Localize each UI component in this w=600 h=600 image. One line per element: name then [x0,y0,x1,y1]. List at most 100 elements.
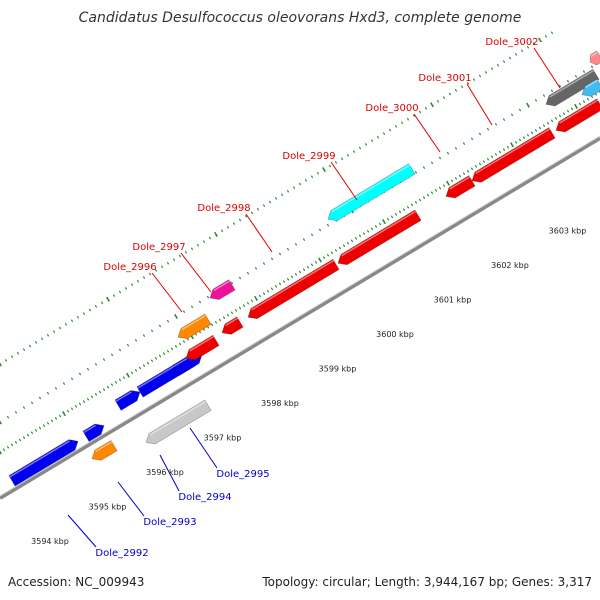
minor-tick [234,309,238,312]
gene-features [8,50,600,487]
minor-tick [280,193,284,197]
minor-tick [550,31,554,35]
minor-tick [118,290,122,294]
minor-tick [376,135,380,139]
minor-tick [46,333,50,337]
minor-tick [518,108,522,112]
minor-tick [28,344,32,348]
minor-tick [350,239,354,243]
minor-tick [554,117,558,120]
minor-tick [270,287,274,291]
minor-tick [502,118,506,121]
minor-tick [256,207,260,211]
minor-tick [454,147,458,150]
major-tick [0,420,2,425]
minor-tick [190,247,194,251]
minor-tick [304,179,308,182]
minor-tick [30,431,34,435]
gene-label-leader [189,427,218,469]
minor-tick [460,85,464,89]
gene-arrow-shine [95,441,113,452]
minor-tick [436,99,440,103]
minor-tick [294,243,298,246]
scale-label: 3602 kbp [491,261,529,270]
gene-arrow-body [555,98,600,133]
gene-arrow-shine [585,79,599,88]
major-tick [214,231,218,237]
map-title: Candidatus Desulfococcus oleovorans Hxd3… [79,10,522,26]
minor-tick [46,391,50,395]
minor-tick [78,402,82,406]
scale-label: 3598 kbp [261,399,299,408]
minor-tick [310,263,314,267]
minor-tick [422,166,426,169]
gene-arrow-shine [590,51,599,57]
minor-tick [306,265,310,269]
minor-tick [410,203,414,207]
minor-tick [190,305,194,309]
gene-arrow-body [185,334,220,361]
minor-tick [486,157,490,161]
minor-tick [298,182,302,186]
minor-tick [498,150,502,154]
scale-label: 3601 kbp [434,296,472,305]
minor-tick [46,421,50,425]
gene-arrow [445,175,476,199]
minor-tick [394,213,398,216]
minor-tick [450,179,454,183]
minor-tick [202,328,206,331]
minor-tick [130,371,134,375]
minor-tick [326,223,330,227]
gene-label-leader [466,83,493,126]
minor-tick [386,217,390,221]
minor-tick [310,175,314,179]
minor-tick [346,153,350,157]
gene-label-leader [330,161,358,201]
minor-tick [268,200,272,204]
major-tick [526,102,530,108]
minor-tick [232,222,236,225]
gene-arrow-shine [341,210,417,257]
major-tick [174,313,178,319]
gene-arrow [337,209,422,266]
gene-label-bottom: Dole_2995 [216,469,269,480]
gene-label-leader [117,481,145,517]
minor-tick [590,95,594,99]
minor-tick [526,133,530,137]
minor-tick [326,253,330,257]
minor-tick [34,429,38,432]
minor-tick [302,268,306,271]
minor-tick [162,352,166,355]
major-tick [538,37,542,43]
minor-tick [546,121,550,125]
minor-tick [418,198,422,202]
gene-label-leader [533,47,561,89]
minor-tick [126,343,130,347]
accession-label: Accession: NC_009943 [8,575,144,589]
gene-arrow-body [327,163,416,222]
gene-arrow-shine [225,317,239,326]
minor-tick [522,136,526,139]
minor-tick [470,137,474,141]
minor-tick [334,249,338,252]
minor-tick [82,400,86,403]
minor-tick [278,252,282,256]
gene-label-leader [180,252,212,293]
minor-tick [414,201,418,204]
gene-arrow-shine [115,391,133,402]
minor-tick [76,315,80,319]
gene-arrow [8,439,79,487]
minor-tick [302,238,306,241]
minor-tick [142,334,146,337]
minor-tick [86,367,90,371]
minor-tick [220,229,224,233]
gene-arrow-shine [83,424,97,434]
minor-tick [454,177,458,180]
minor-tick [182,340,186,343]
minor-tick [454,89,458,92]
minor-tick [198,300,202,304]
minor-tick [566,79,570,83]
minor-tick [474,165,478,168]
minor-tick [64,323,68,326]
minor-tick [208,236,212,240]
